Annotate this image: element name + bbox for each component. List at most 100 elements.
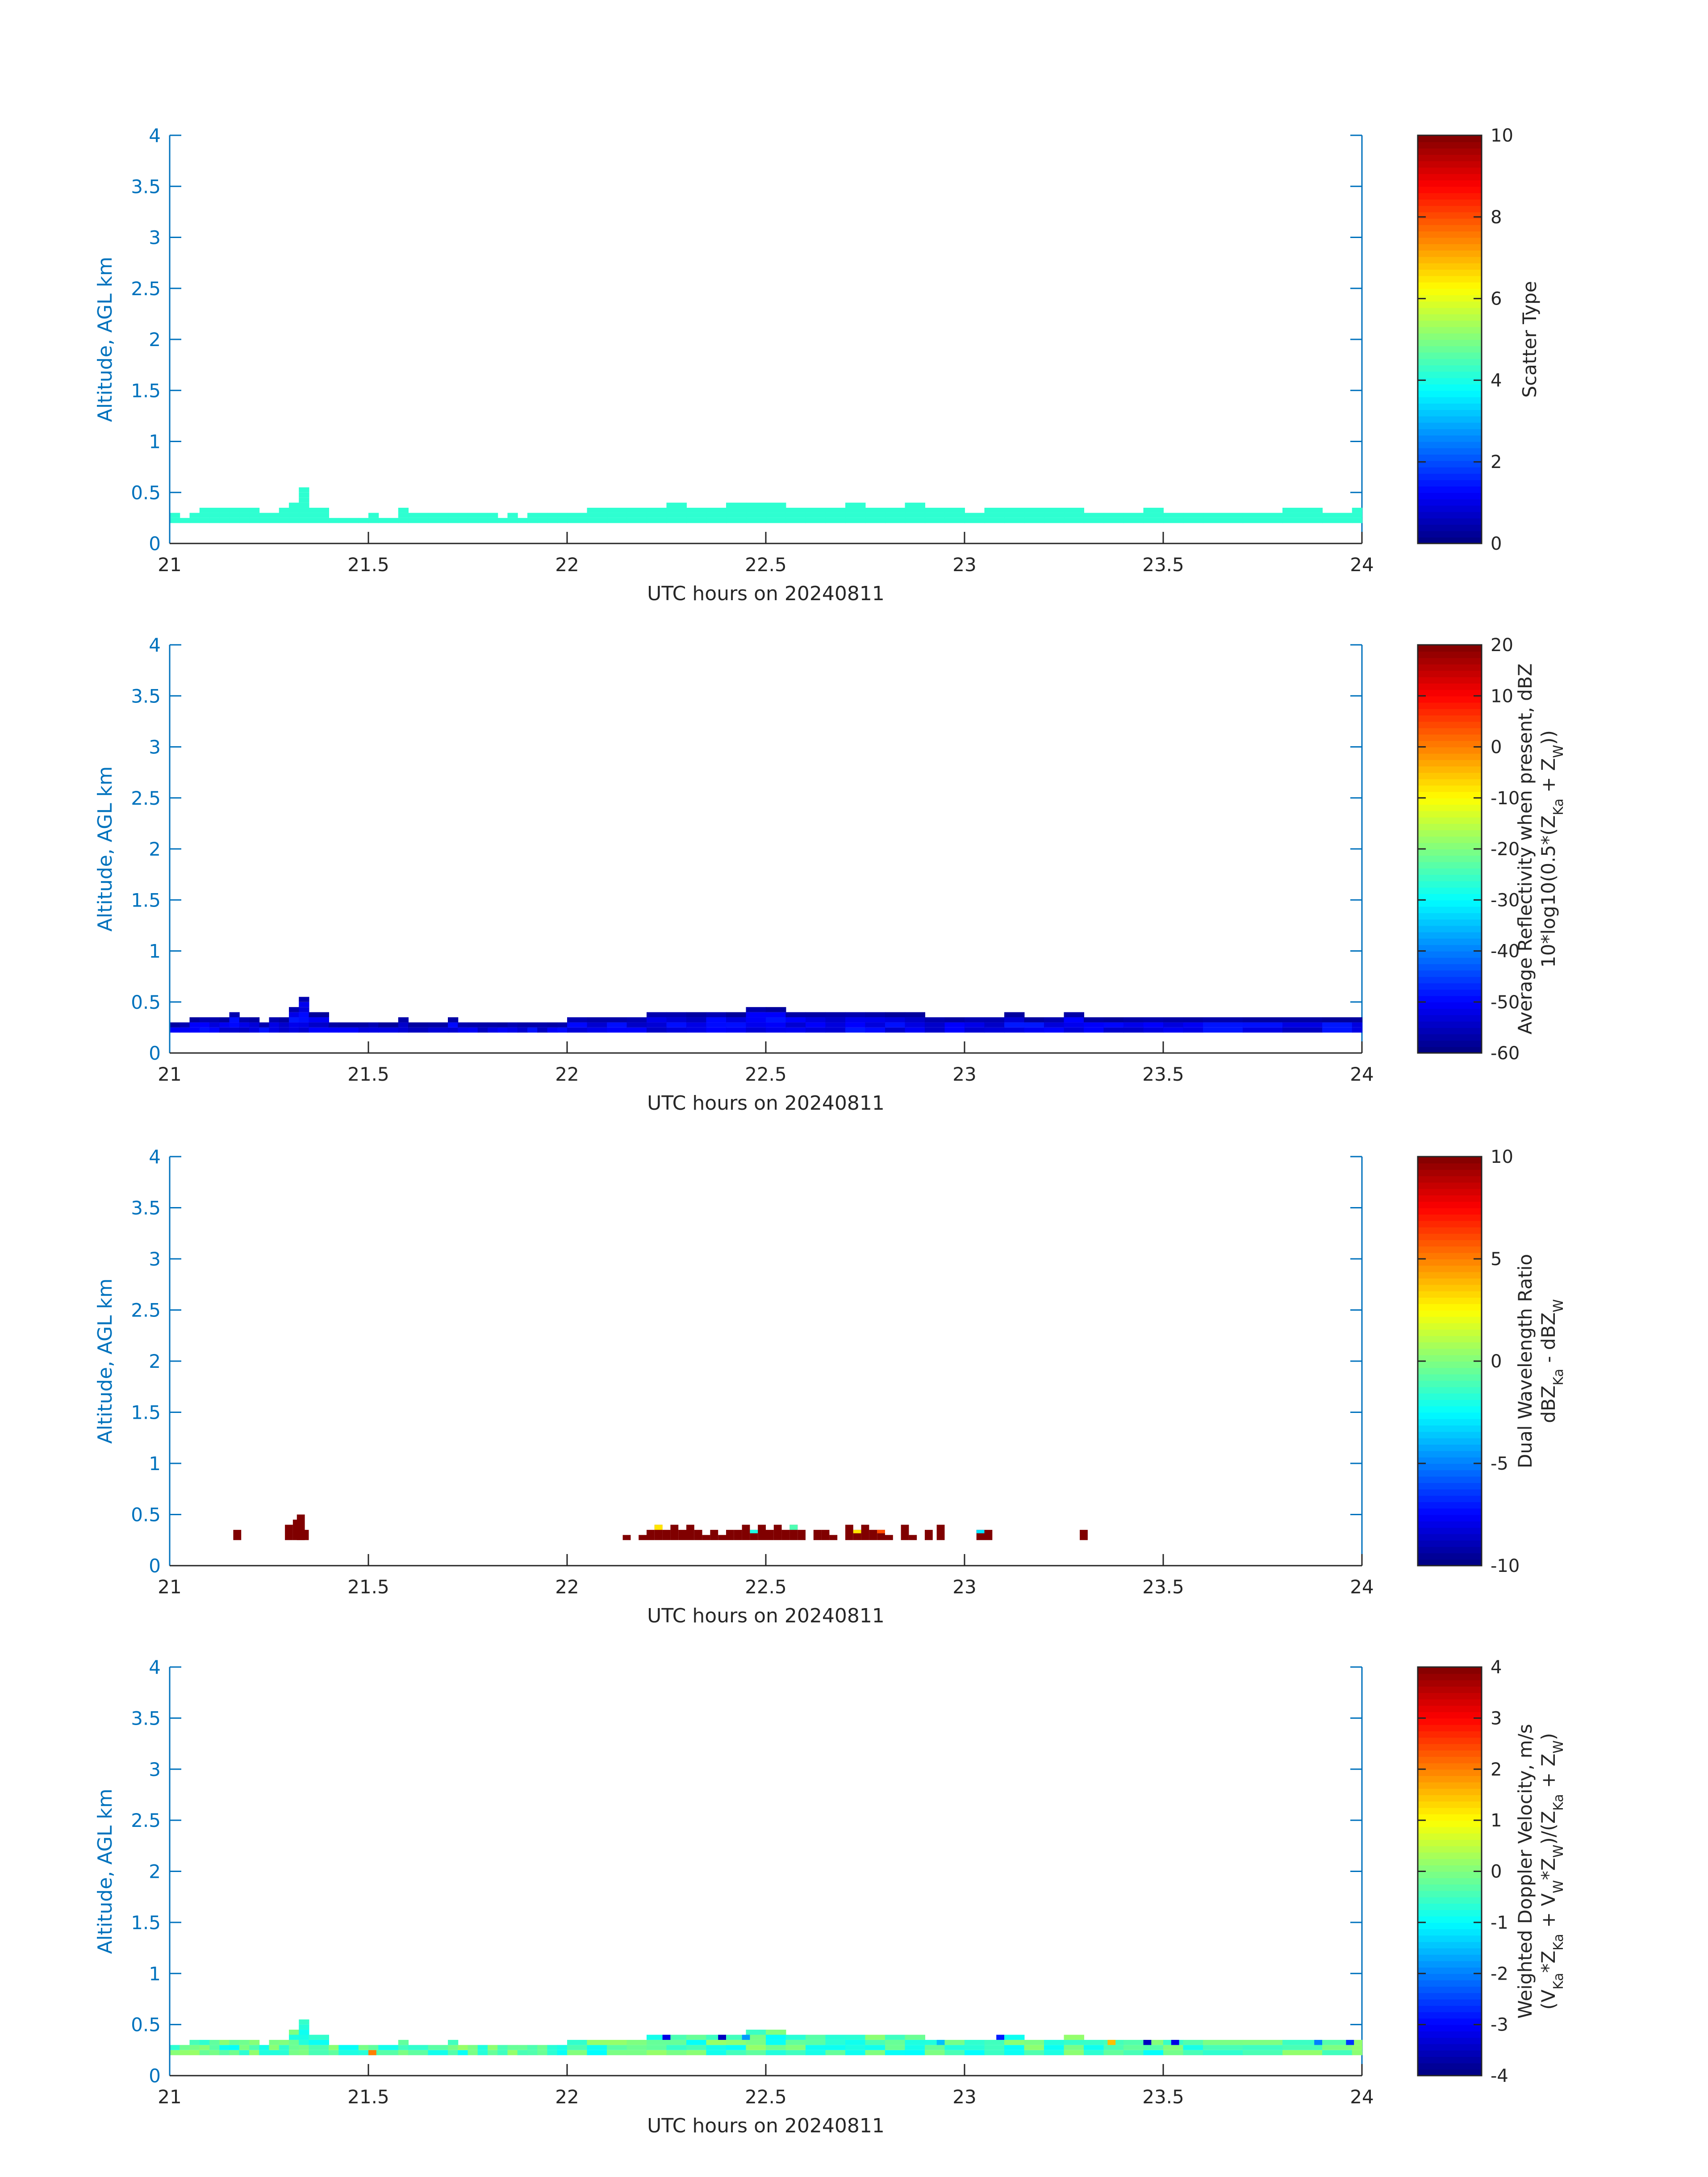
heatmap-cell bbox=[1203, 2039, 1243, 2045]
colorbar-segment bbox=[1418, 384, 1482, 391]
heatmap-cell bbox=[1143, 2039, 1152, 2045]
colorbar-segment bbox=[1418, 2005, 1482, 2013]
heatmap-cell bbox=[517, 1022, 528, 1028]
heatmap-cell bbox=[239, 2039, 250, 2045]
heatmap-cell bbox=[1123, 513, 1144, 518]
x-tick-label: 23.5 bbox=[1142, 554, 1184, 576]
heatmap-cell bbox=[718, 1535, 726, 1540]
heatmap-cell bbox=[1123, 2050, 1144, 2056]
heatmap-cell bbox=[477, 1022, 488, 1028]
heatmap-cell bbox=[428, 518, 448, 523]
heatmap-cell bbox=[1322, 2045, 1353, 2050]
heatmap-cell bbox=[965, 2050, 985, 2056]
heatmap-cell bbox=[338, 2050, 359, 2056]
heatmap-cell bbox=[825, 2045, 846, 2050]
heatmap-cell bbox=[865, 513, 885, 518]
colorbar-segment bbox=[1418, 1380, 1482, 1387]
heatmap-cell bbox=[845, 502, 866, 508]
y-tick-label: 3 bbox=[149, 227, 161, 249]
heatmap-cell bbox=[766, 1007, 786, 1012]
heatmap-cell bbox=[249, 518, 260, 523]
heatmap-cell bbox=[666, 513, 687, 518]
heatmap-cell bbox=[477, 1027, 488, 1033]
heatmap-cell bbox=[408, 2045, 429, 2050]
heatmap-cell bbox=[1044, 1022, 1065, 1028]
heatmap-cell bbox=[865, 508, 885, 513]
subscript: Ka bbox=[1551, 1973, 1566, 1990]
colorbar-segment bbox=[1418, 2069, 1482, 2076]
heatmap-cell bbox=[180, 2045, 190, 2050]
colorbar-segment bbox=[1418, 1782, 1482, 1789]
colorbar-segment bbox=[1418, 352, 1482, 359]
heatmap-cell bbox=[448, 1017, 459, 1023]
heatmap-cell bbox=[647, 2045, 667, 2050]
heatmap-cell bbox=[299, 497, 309, 503]
heatmap-cell bbox=[567, 518, 588, 523]
heatmap-cell bbox=[1183, 1027, 1203, 1033]
heatmap-cell bbox=[742, 1525, 750, 1540]
colorbar-segment bbox=[1418, 677, 1482, 684]
y-tick-label: 2.5 bbox=[131, 787, 161, 809]
colorbar-segment bbox=[1418, 1737, 1482, 1744]
colorbar-segment bbox=[1418, 823, 1482, 831]
label-part: (V bbox=[1537, 1989, 1559, 2010]
heatmap-cell bbox=[358, 518, 369, 523]
y-tick-label: 0.5 bbox=[131, 482, 161, 504]
heatmap-cell bbox=[746, 518, 766, 523]
heatmap-cell bbox=[1084, 1017, 1104, 1023]
colorbar-segment bbox=[1418, 785, 1482, 792]
heatmap-cell bbox=[766, 508, 786, 513]
heatmap-cell bbox=[785, 518, 806, 523]
heatmap-cell bbox=[785, 2039, 806, 2045]
heatmap-cell bbox=[1183, 2039, 1203, 2045]
y-tick-label: 2.5 bbox=[131, 278, 161, 300]
colorbar-segment bbox=[1418, 1015, 1482, 1022]
heatmap-cell bbox=[527, 2050, 538, 2056]
heatmap-cell bbox=[289, 513, 300, 518]
heatmap-cell bbox=[885, 1027, 906, 1033]
heatmap-cell bbox=[686, 1012, 707, 1018]
x-tick-label: 23 bbox=[952, 2086, 976, 2108]
heatmap-cell bbox=[448, 1027, 459, 1033]
colorbar-segment bbox=[1418, 403, 1482, 410]
x-tick-label: 23.5 bbox=[1142, 2086, 1184, 2108]
heatmap-cell bbox=[517, 2045, 528, 2050]
colorbar-segment bbox=[1418, 1807, 1482, 1814]
heatmap-cell bbox=[289, 1017, 300, 1023]
colorbar-segment bbox=[1418, 1897, 1482, 1904]
colorbar: -4 -3 -2 -1 0 1 2 3 4 Weighted Doppler Velocity, … bbox=[1417, 1657, 1566, 2086]
heatmap-cell bbox=[547, 2045, 558, 2050]
colorbar-label: Scatter Type bbox=[1519, 281, 1541, 397]
heatmap-cell bbox=[299, 2045, 309, 2050]
colorbar-segment bbox=[1418, 447, 1482, 455]
heatmap-cell bbox=[654, 1525, 663, 1530]
heatmap-cell bbox=[686, 2039, 707, 2045]
colorbar-segment bbox=[1418, 250, 1482, 257]
heatmap-cell bbox=[936, 1525, 945, 1540]
y-tick-label: 0 bbox=[149, 1555, 161, 1577]
heatmap-cell bbox=[925, 508, 945, 513]
heatmap-cell bbox=[309, 2039, 329, 2045]
heatmap-cell bbox=[706, 508, 727, 513]
heatmap-cell bbox=[607, 2045, 627, 2050]
heatmap-cell bbox=[299, 2024, 309, 2030]
colorbar-segment bbox=[1418, 1227, 1482, 1234]
heatmap-cell bbox=[249, 1017, 260, 1023]
colorbar-label: Dual Wavelength Ratio bbox=[1514, 1254, 1536, 1468]
heatmap-cell bbox=[557, 1027, 568, 1033]
colorbar-segment bbox=[1418, 836, 1482, 843]
heatmap-cell bbox=[239, 1027, 250, 1033]
colorbar-tick-label: -1 bbox=[1491, 1913, 1508, 1933]
y-tick-label: 1.5 bbox=[131, 380, 161, 401]
heatmap-cell bbox=[458, 2045, 468, 2050]
colorbar-segment bbox=[1418, 1182, 1482, 1189]
heatmap-cell bbox=[1024, 508, 1044, 513]
colorbar-segment bbox=[1418, 2063, 1482, 2070]
colorbar-segment bbox=[1418, 861, 1482, 869]
heatmap-cell bbox=[170, 1027, 180, 1033]
colorbar-segment bbox=[1418, 1021, 1482, 1028]
colorbar-segment bbox=[1418, 2031, 1482, 2038]
heatmap-cell bbox=[368, 2050, 376, 2056]
